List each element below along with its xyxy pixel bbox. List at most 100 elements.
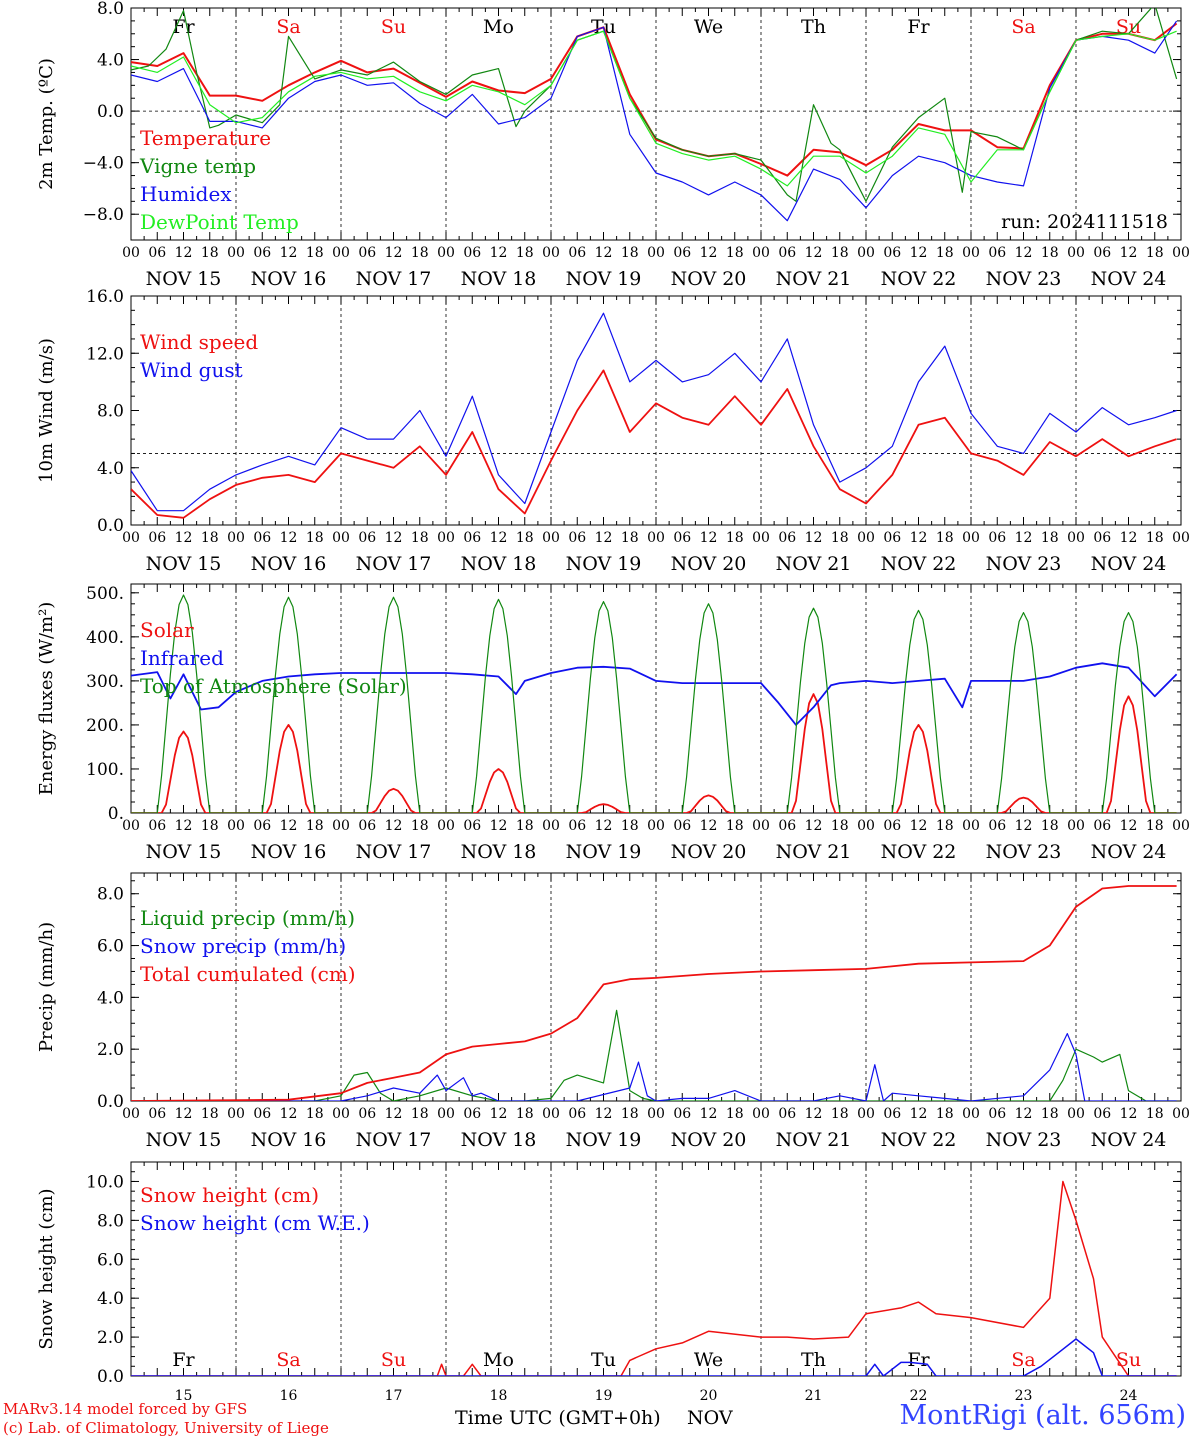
weekday-label: We	[694, 1349, 723, 1371]
x-hour-label: 00	[437, 245, 455, 261]
x-hour-label: 00	[647, 818, 665, 834]
legend-entry: DewPoint Temp	[140, 210, 299, 234]
weekday-label: Mo	[483, 16, 514, 38]
legend-entry: Humidex	[140, 182, 232, 206]
x-hour-label: 06	[568, 818, 586, 834]
y-tick-label: 4.0	[97, 988, 124, 1008]
x-hour-label: 00	[857, 818, 875, 834]
x-hour-label: 12	[700, 245, 718, 261]
series-line-dewpoint-temp	[131, 30, 1177, 187]
footer-model-credit: MARv3.14 model forced by GFS	[3, 1400, 248, 1418]
x-day-label: NOV 23	[986, 1129, 1062, 1151]
x-hour-label: 12	[1120, 245, 1138, 261]
x-hour-label: 18	[831, 530, 849, 546]
x-hour-label: 06	[883, 1106, 901, 1122]
x-day-number: 19	[595, 1388, 613, 1404]
x-hour-label: 06	[988, 530, 1006, 546]
y-tick-label: 0.0	[97, 102, 124, 122]
x-hour-label: 18	[621, 818, 639, 834]
x-hour-label: 18	[516, 530, 534, 546]
x-hour-label: 06	[883, 530, 901, 546]
x-day-label: NOV 17	[356, 841, 432, 863]
x-hour-label: 18	[411, 818, 429, 834]
x-hour-label: 18	[411, 530, 429, 546]
x-hour-label: 06	[358, 530, 376, 546]
x-hour-label: 18	[516, 245, 534, 261]
x-hour-label: 18	[1146, 1106, 1164, 1122]
x-hour-label: 06	[253, 1106, 271, 1122]
x-hour-label: 12	[1015, 245, 1033, 261]
weekday-label: Su	[381, 1349, 406, 1371]
y-axis-label: Snow height (cm)	[36, 1188, 57, 1349]
x-hour-label: 00	[332, 530, 350, 546]
x-day-number: 18	[490, 1388, 508, 1404]
x-hour-label: 12	[805, 245, 823, 261]
x-hour-label: 06	[148, 245, 166, 261]
x-hour-label: 00	[437, 530, 455, 546]
legend-entry: Infrared	[140, 646, 224, 670]
x-hour-label: 00	[1172, 1106, 1190, 1122]
y-tick-label: −8.0	[83, 205, 124, 225]
x-hour-label: 12	[700, 530, 718, 546]
x-hour-label: 06	[148, 530, 166, 546]
y-tick-label: 8.0	[97, 402, 124, 422]
x-hour-label: 12	[280, 530, 298, 546]
footer-lab-credit: (c) Lab. of Climatology, University of L…	[3, 1419, 329, 1437]
x-hour-label: 06	[253, 818, 271, 834]
x-hour-label: 18	[1146, 245, 1164, 261]
x-hour-label: 18	[936, 1106, 954, 1122]
x-hour-label: 00	[542, 1106, 560, 1122]
weekday-label: We	[694, 16, 723, 38]
x-day-number: 23	[1015, 1388, 1033, 1404]
x-hour-label: 00	[1067, 530, 1085, 546]
x-hour-label: 00	[647, 1106, 665, 1122]
x-hour-label: 00	[752, 245, 770, 261]
series-line-temperature	[131, 22, 1178, 177]
series-line-total-cumulated-cm	[131, 885, 1177, 1101]
x-hour-label: 12	[385, 818, 403, 834]
x-hour-label: 18	[516, 1106, 534, 1122]
x-hour-label: 18	[1041, 818, 1059, 834]
x-hour-label: 18	[936, 245, 954, 261]
x-day-label: NOV 24	[1091, 841, 1167, 863]
x-hour-label: 18	[516, 818, 534, 834]
x-hour-label: 12	[1120, 1106, 1138, 1122]
weekday-label: Th	[801, 1349, 826, 1371]
x-hour-label: 06	[673, 1106, 691, 1122]
y-axis-label: Energy fluxes (W/m²)	[36, 602, 57, 796]
legend-entry: Snow height (cm W.E.)	[140, 1211, 370, 1235]
x-hour-label: 00	[752, 1106, 770, 1122]
panel-wind: 0.0 4.0 8.0 12.0 16.0 10m Wind (m/s) 00 06 12 18 N…	[36, 287, 1190, 575]
weekday-label: Mo	[483, 1349, 514, 1371]
x-hour-label: 06	[1093, 1106, 1111, 1122]
x-hour-label: 12	[805, 818, 823, 834]
x-hour-label: 06	[358, 245, 376, 261]
x-hour-label: 06	[778, 245, 796, 261]
series-line-wind-speed	[131, 369, 1177, 519]
x-hour-label: 00	[752, 530, 770, 546]
x-hour-label: 06	[988, 1106, 1006, 1122]
run-label: run: 2024111518	[1001, 211, 1168, 233]
x-day-label: NOV 20	[671, 268, 747, 290]
x-day-label: NOV 20	[671, 841, 747, 863]
y-tick-label: 0.0	[97, 1367, 124, 1387]
y-tick-label: 6.0	[97, 1250, 124, 1270]
x-day-label: NOV 18	[461, 553, 537, 575]
x-hour-label: 18	[411, 245, 429, 261]
series-line-top-of-atmosphere-solar	[131, 594, 1177, 813]
x-day-label: NOV 24	[1091, 268, 1167, 290]
series-group	[131, 594, 1178, 813]
x-hour-label: 18	[621, 1106, 639, 1122]
x-hour-label: 06	[778, 530, 796, 546]
x-day-label: NOV 15	[146, 1129, 222, 1151]
series-line-humidex	[131, 20, 1178, 222]
y-tick-label: −4.0	[83, 154, 124, 174]
x-hour-label: 00	[962, 818, 980, 834]
x-day-number: 21	[805, 1388, 823, 1404]
y-tick-label: 6.0	[97, 937, 124, 957]
x-hour-label: 06	[988, 818, 1006, 834]
x-hour-label: 06	[463, 530, 481, 546]
x-day-label: NOV 16	[251, 268, 327, 290]
x-hour-label: 18	[201, 818, 219, 834]
